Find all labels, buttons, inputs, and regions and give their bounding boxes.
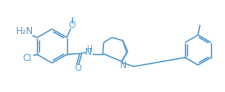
- Text: Cl: Cl: [23, 54, 32, 63]
- Text: N: N: [119, 61, 126, 70]
- Text: H: H: [86, 45, 92, 54]
- Text: N: N: [84, 48, 91, 57]
- Text: O: O: [74, 64, 81, 73]
- Text: H₂N: H₂N: [15, 27, 33, 36]
- Text: O: O: [68, 21, 75, 30]
